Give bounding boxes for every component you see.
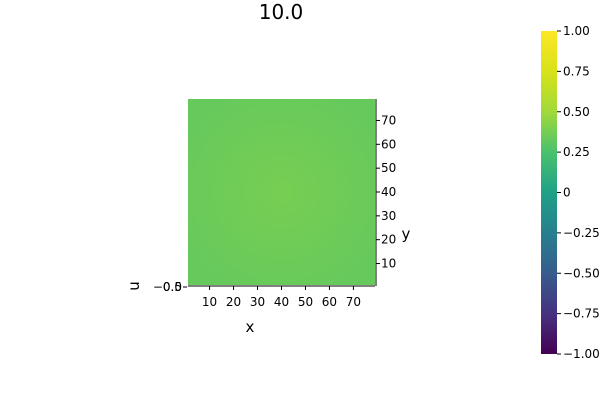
colorbar-ticks: 1.00 0.75 0.50 0.25 0 −0.25 −0.50 −0.75 −1.00	[557, 24, 600, 361]
y-tick-label-3: 40	[381, 185, 396, 199]
colorbar-tick-label-3: 0.25	[563, 145, 590, 159]
z-axis-ticks: −0.5 0.0	[153, 280, 187, 294]
colorbar-tick-label-5: −0.25	[563, 226, 600, 240]
colorbar-tick-label-8: −1.00	[563, 347, 600, 361]
colorbar-tick-label-2: 0.50	[563, 105, 590, 119]
y-axis-label: y	[402, 225, 411, 243]
x-axis-label: x	[246, 318, 255, 336]
y-tick-label-0: 10	[381, 257, 396, 271]
x-tick-label-2: 30	[250, 295, 265, 309]
y-tick-label-1: 20	[381, 233, 396, 247]
y-tick-label-4: 50	[381, 161, 396, 175]
z-tick-label-1: 0.0	[163, 280, 182, 294]
y-axis-ticks: 10 20 30 40 50 60 70	[376, 113, 396, 271]
heatmap-field	[188, 99, 375, 285]
colorbar-tick-label-1: 0.75	[563, 64, 590, 78]
y-tick-label-6: 70	[381, 113, 396, 127]
y-tick-label-5: 60	[381, 137, 396, 151]
heatmap-plot: 10 20 30 40 50 60 70 10 20 30 40 50 60 70	[188, 99, 396, 309]
x-tick-label-0: 10	[202, 295, 217, 309]
colorbar-tick-label-7: −0.75	[563, 307, 600, 321]
colorbar: 1.00 0.75 0.50 0.25 0 −0.25 −0.50 −0.75 −1.00	[541, 24, 600, 361]
colorbar-tick-label-0: 1.00	[563, 24, 590, 38]
z-axis-label: u	[125, 281, 143, 291]
chart-title: 10.0	[259, 0, 304, 24]
x-axis-ticks: 10 20 30 40 50 60 70	[202, 286, 361, 309]
y-tick-label-2: 30	[381, 209, 396, 223]
x-tick-label-5: 60	[322, 295, 337, 309]
colorbar-tick-label-6: −0.50	[563, 266, 600, 280]
x-tick-label-4: 50	[298, 295, 313, 309]
x-tick-label-6: 70	[346, 295, 361, 309]
colorbar-gradient	[541, 31, 557, 354]
colorbar-tick-label-4: 0	[563, 186, 571, 200]
x-tick-label-1: 20	[226, 295, 241, 309]
z-tick-label-0: −0.5	[153, 280, 182, 294]
x-tick-label-3: 40	[274, 295, 289, 309]
